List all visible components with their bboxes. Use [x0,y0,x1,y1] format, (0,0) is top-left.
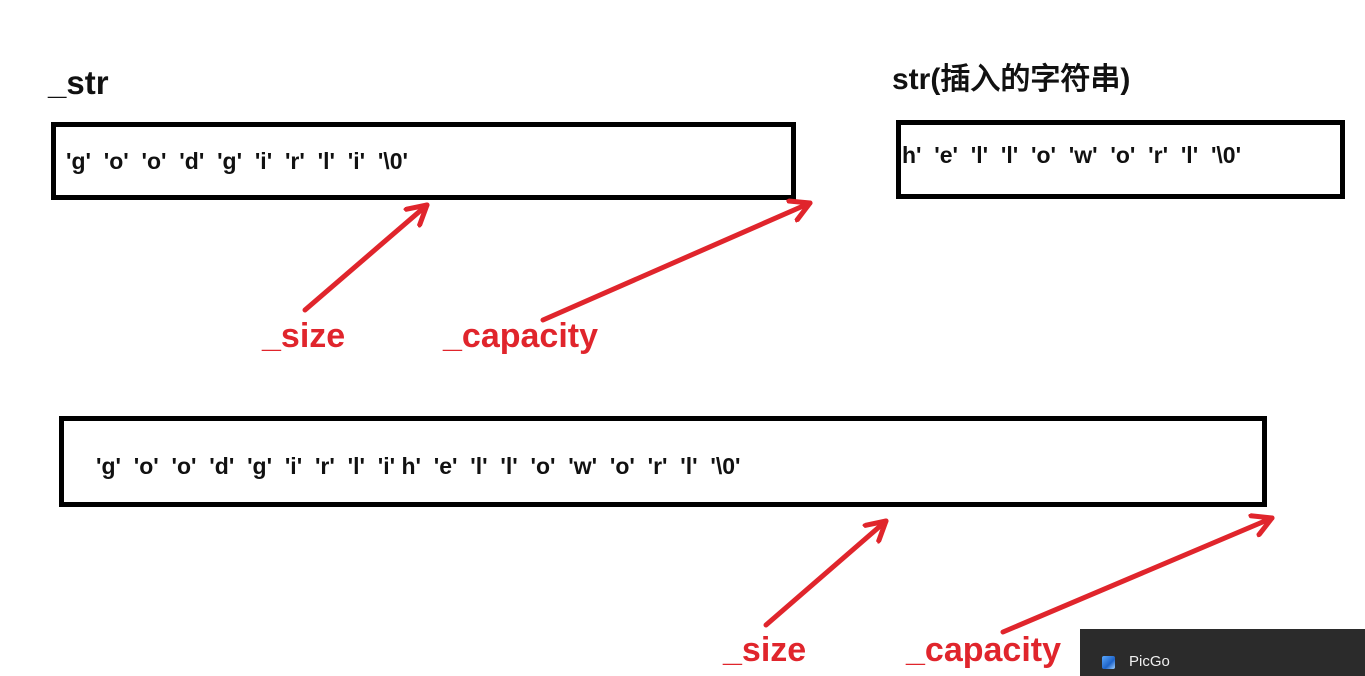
str-title: _str [48,64,109,101]
capacity-bottom-arrow [1000,518,1275,635]
combined-buffer-chars: 'g' 'o' 'o' 'd' 'g' 'i' 'r' 'l' 'i' h' '… [96,453,741,479]
size-top-arrow [302,202,430,313]
capacity-label-top: _capacity [443,317,598,355]
picgo-icon [1102,656,1115,669]
size-label-bottom: _size [723,631,807,669]
size-label-top: _size [262,317,346,355]
inserted-str-chars: h' 'e' 'l' 'l' 'o' 'w' 'o' 'r' 'l' '\0' [902,142,1242,168]
inserted-str-box [896,120,1345,199]
taskbar-item-picgo[interactable]: PicGo [1080,629,1365,676]
combined-buffer-box [59,416,1267,507]
taskbar-item-label: PicGo [1129,653,1170,670]
size-bottom-arrow [763,518,889,628]
capacity-top-arrow [540,203,813,323]
str-buffer-box [51,122,796,200]
inserted-str-title: str(插入的字符串) [892,63,1131,96]
str-buffer-chars: 'g' 'o' 'o' 'd' 'g' 'i' 'r' 'l' 'i' '\0' [66,148,408,174]
capacity-label-bottom: _capacity [906,631,1061,669]
